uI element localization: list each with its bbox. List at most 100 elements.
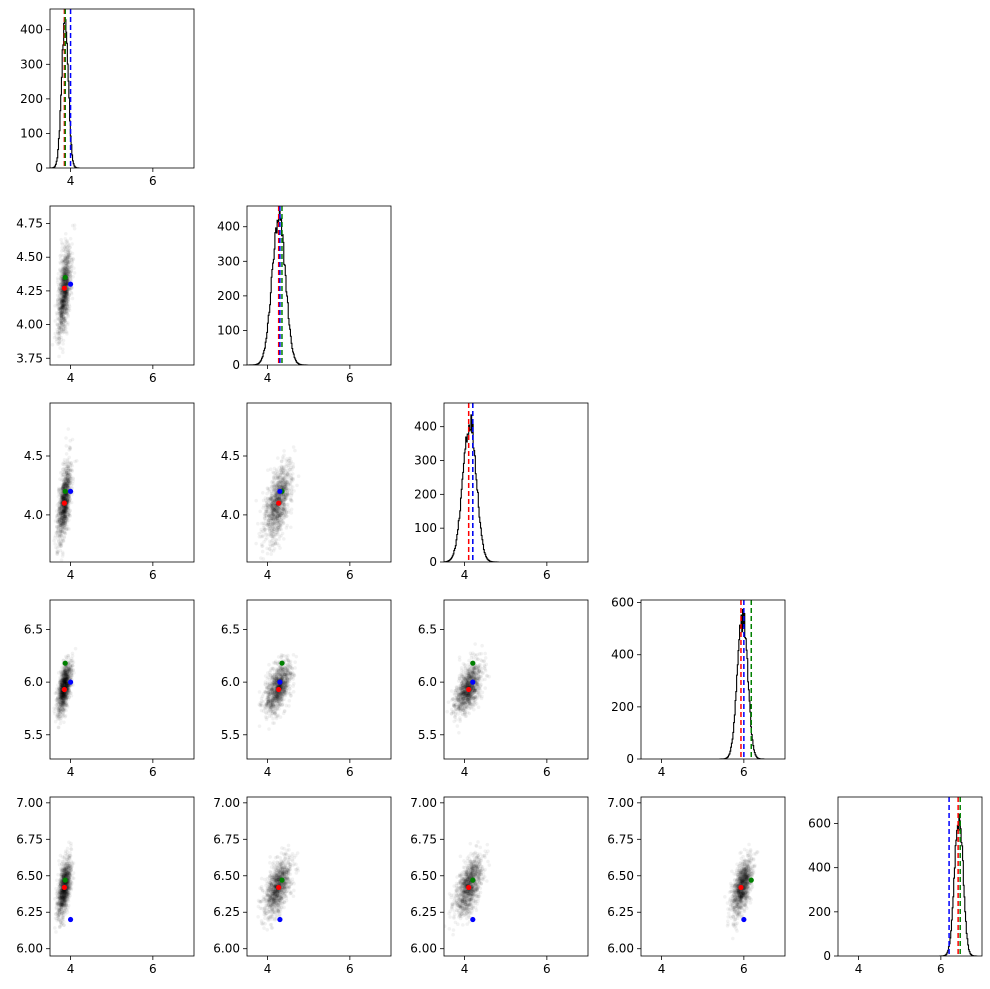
density-point (270, 501, 274, 505)
density-point (263, 527, 268, 532)
density-point (61, 510, 65, 515)
density-point (68, 286, 73, 291)
density-point (276, 675, 281, 680)
density-point (280, 465, 284, 469)
density-point (61, 298, 66, 303)
density-point (68, 446, 72, 450)
density-point (271, 470, 275, 475)
density-point (265, 697, 270, 701)
density-point (59, 507, 63, 512)
density-point (60, 701, 64, 705)
density-point (280, 471, 285, 476)
density-point (57, 692, 61, 697)
density-point (64, 683, 69, 687)
density-point (64, 507, 68, 512)
density-point (261, 498, 266, 503)
density-point (62, 521, 66, 525)
density-point (268, 521, 273, 525)
density-point (278, 513, 283, 517)
density-point (71, 668, 76, 672)
density-point (61, 267, 65, 271)
density-point (264, 701, 269, 706)
density-point (63, 677, 68, 681)
density-point (62, 291, 67, 295)
density-point (60, 714, 65, 719)
density-point (260, 704, 264, 708)
density-point (62, 485, 67, 490)
density-point (62, 524, 67, 529)
y-tick-label: 4.50 (16, 250, 43, 264)
density-point (61, 511, 66, 516)
density-point (64, 675, 69, 680)
density-point (65, 250, 70, 254)
density-point (63, 269, 68, 274)
density-point (64, 695, 69, 699)
density-point (70, 658, 75, 662)
density-point (277, 513, 282, 518)
density-point (59, 522, 63, 527)
density-point (281, 692, 286, 697)
histogram-outline (719, 608, 765, 759)
density-point (64, 262, 69, 267)
density-point (274, 483, 279, 487)
density-point (261, 709, 266, 713)
density-point (68, 664, 72, 668)
histogram-frame (246, 205, 392, 366)
density-point (61, 669, 65, 674)
density-point (65, 477, 70, 481)
density-point (62, 478, 66, 483)
density-point (63, 665, 68, 670)
density-point (257, 535, 262, 539)
density-point (67, 481, 72, 486)
density-point (62, 682, 67, 687)
density-point (62, 516, 67, 520)
density-point (62, 485, 66, 489)
density-point (55, 323, 60, 327)
density-point (55, 690, 59, 694)
density-cloud (52, 646, 78, 730)
density-point (269, 684, 273, 689)
density-point (58, 703, 63, 708)
density-point (275, 480, 280, 485)
density-point (60, 522, 65, 527)
density-point (280, 477, 285, 482)
density-point (59, 301, 63, 306)
density-point (58, 692, 63, 697)
density-point (61, 327, 65, 332)
density-point (64, 293, 68, 298)
density-point (60, 473, 65, 478)
density-point (64, 517, 69, 521)
density-point (69, 290, 74, 295)
density-point (55, 311, 60, 316)
density-point (59, 322, 64, 326)
density-point (275, 684, 280, 688)
density-point (69, 258, 74, 262)
density-point (273, 696, 277, 701)
density-point (279, 698, 283, 702)
density-point (265, 523, 270, 527)
density-point (285, 676, 290, 681)
density-point (60, 310, 64, 315)
density-point (57, 307, 61, 311)
density-point (275, 495, 280, 500)
density-point (59, 690, 63, 695)
density-point (57, 511, 62, 516)
density-point (58, 543, 62, 547)
density-point (273, 517, 278, 522)
density-point (62, 677, 66, 682)
x-tick-label: 6 (346, 568, 354, 582)
density-point (58, 712, 62, 716)
density-point (69, 262, 73, 267)
density-point (58, 695, 63, 700)
density-point (270, 516, 275, 521)
density-point (62, 269, 67, 274)
density-point (65, 675, 70, 680)
density-point (271, 495, 276, 500)
density-point (55, 524, 59, 529)
density-point (260, 534, 265, 539)
density-point (65, 677, 70, 682)
density-point (58, 714, 63, 719)
density-point (286, 482, 291, 487)
density-point (65, 322, 70, 327)
density-point (270, 499, 275, 504)
